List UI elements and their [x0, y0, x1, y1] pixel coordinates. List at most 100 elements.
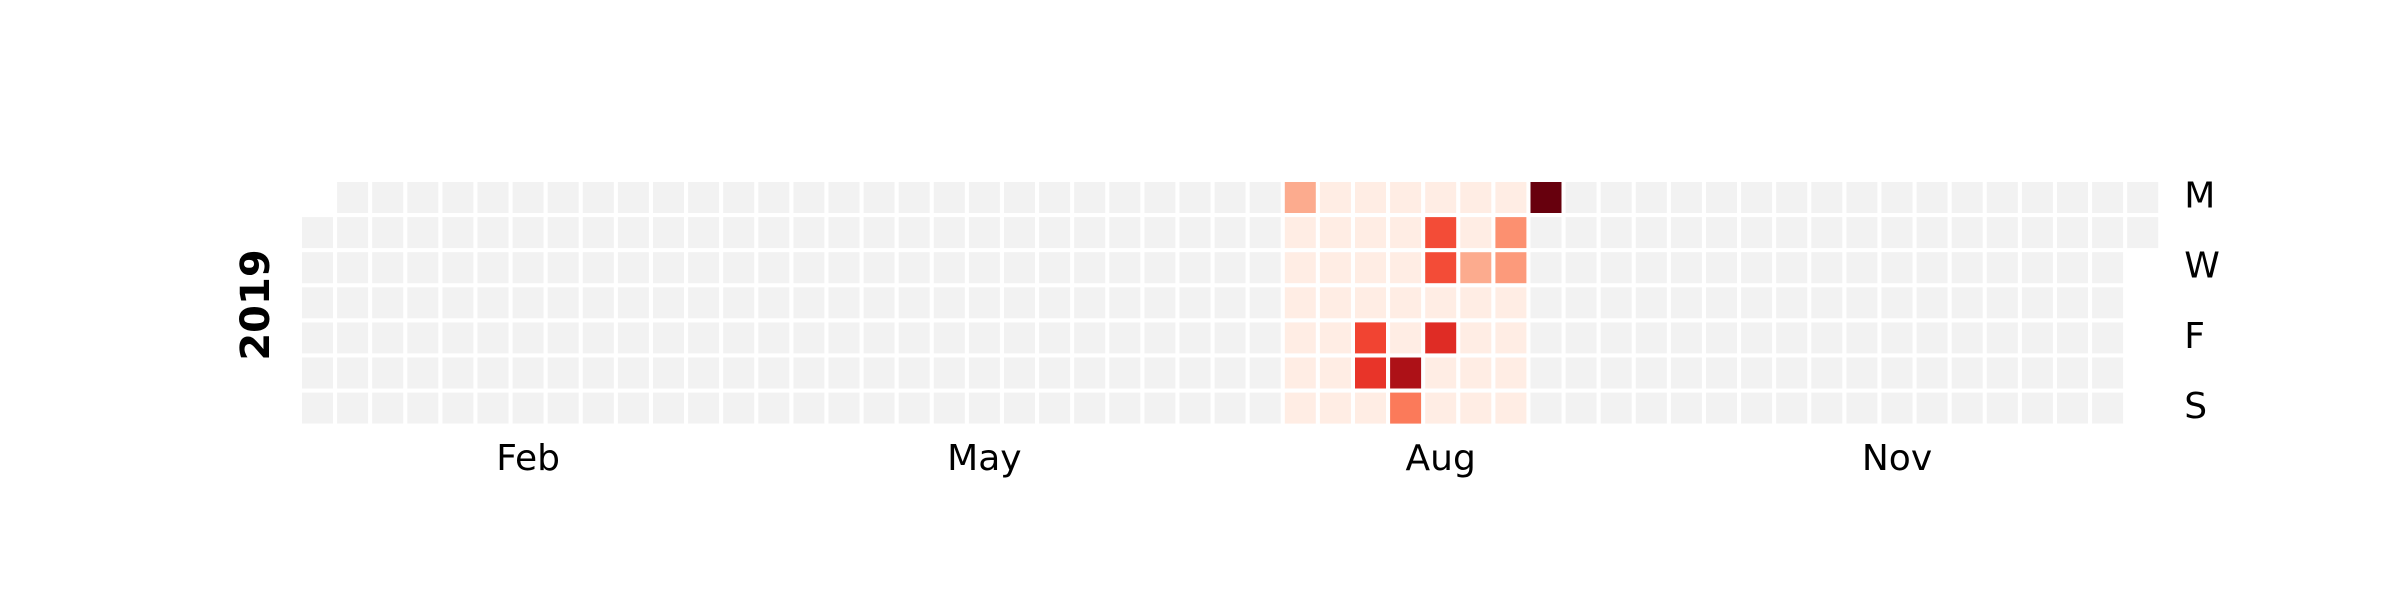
- heatmap-cell-2019-10-23: [1776, 252, 1808, 284]
- heatmap-cell-2019-08-19: [1460, 182, 1492, 213]
- heatmap-cell-2019-04-04: [758, 287, 790, 319]
- heatmap-cell-2019-04-22: [863, 182, 895, 213]
- heatmap-cell-2019-06-18: [1144, 217, 1176, 249]
- heatmap-cell-2019-03-09: [617, 357, 649, 389]
- heatmap-cell-2019-01-20: [372, 392, 404, 424]
- heatmap-cell-2019-10-17: [1741, 287, 1773, 319]
- heatmap-cell-2019-11-06: [1846, 252, 1878, 284]
- heatmap-cell-2019-06-25: [1179, 217, 1211, 249]
- heatmap-cell-2019-09-03: [1530, 217, 1562, 249]
- heatmap-cell-2019-06-14: [1109, 322, 1141, 354]
- heatmap-cell-2019-02-11: [512, 182, 544, 213]
- heatmap-cell-2019-12-09: [2021, 182, 2053, 213]
- heatmap-cell-2019-11-01: [1811, 322, 1843, 354]
- heatmap-cell-2019-02-06: [477, 252, 509, 284]
- heatmap-cell-2019-09-01: [1495, 392, 1527, 424]
- heatmap-cell-2019-01-05: [302, 357, 333, 389]
- heatmap-cell-2019-12-24: [2092, 217, 2124, 249]
- heatmap-cell-2019-12-10: [2021, 217, 2053, 249]
- heatmap-cell-2019-10-05: [1670, 357, 1702, 389]
- heatmap-cell-2019-08-12: [1425, 182, 1457, 213]
- heatmap-cell-2019-02-08: [477, 322, 509, 354]
- heatmap-cell-2019-02-12: [512, 217, 544, 249]
- heatmap-cell-2019-12-20: [2057, 322, 2088, 354]
- heatmap-cell-2019-12-28: [2092, 357, 2124, 389]
- heatmap-cell-2019-01-26: [407, 357, 439, 389]
- heatmap-cell-2019-05-07: [933, 217, 965, 249]
- heatmap-cell-2019-07-09: [1249, 217, 1281, 249]
- heatmap-cell-2019-03-31: [723, 392, 755, 424]
- heatmap-cell-2019-10-16: [1741, 252, 1773, 284]
- heatmap-cell-2019-07-11: [1249, 287, 1281, 319]
- heatmap-cell-2019-04-11: [793, 287, 825, 319]
- heatmap-cell-2019-04-09: [793, 217, 825, 249]
- weekday-label-s: S: [2184, 386, 2207, 427]
- heatmap-cell-2019-11-26: [1951, 217, 1983, 249]
- heatmap-cell-2019-01-02: [302, 252, 333, 284]
- heatmap-cell-2019-03-16: [653, 357, 684, 389]
- heatmap-cell-2019-02-13: [512, 252, 544, 284]
- heatmap-cell-2019-11-05: [1846, 217, 1878, 249]
- heatmap-cell-2019-10-11: [1706, 322, 1737, 354]
- heatmap-cell-2019-08-27: [1495, 217, 1527, 249]
- heatmap-cell-2019-03-21: [688, 287, 720, 319]
- heatmap-cell-2019-03-11: [653, 182, 684, 213]
- heatmap-cell-2019-04-29: [898, 182, 930, 213]
- heatmap-cell-2019-08-22: [1460, 287, 1492, 319]
- heatmap-cell-2019-05-22: [1004, 252, 1035, 284]
- heatmap-cell-2019-12-22: [2057, 392, 2088, 424]
- heatmap-cell-2019-09-07: [1530, 357, 1562, 389]
- heatmap-cell-2019-08-02: [1355, 322, 1386, 354]
- heatmap-cell-2019-02-21: [547, 287, 579, 319]
- heatmap-cell-2019-12-08: [1986, 392, 2018, 424]
- heatmap-cell-2019-04-21: [828, 392, 860, 424]
- heatmap-cell-2019-01-15: [372, 217, 404, 249]
- heatmap-cell-2019-11-08: [1846, 322, 1878, 354]
- heatmap-cell-2019-09-05: [1530, 287, 1562, 319]
- heatmap-cell-2019-03-14: [653, 287, 684, 319]
- heatmap-cell-2019-01-23: [407, 252, 439, 284]
- heatmap-cell-2019-07-23: [1319, 217, 1351, 249]
- heatmap-cell-2019-03-24: [688, 392, 720, 424]
- month-tick-labels: Feb May Aug Nov: [496, 438, 1932, 479]
- heatmap-cell-2019-05-13: [968, 182, 1000, 213]
- heatmap-cell-2019-09-27: [1635, 322, 1667, 354]
- heatmap-cell-2019-09-09: [1565, 182, 1597, 213]
- heatmap-cell-2019-06-29: [1179, 357, 1211, 389]
- heatmap-cell-2019-01-21: [407, 182, 439, 213]
- heatmap-cell-2019-12-30: [2127, 182, 2159, 213]
- heatmap-cell-2019-11-10: [1846, 392, 1878, 424]
- heatmap-cell-2019-05-01: [898, 252, 930, 284]
- heatmap-cell-2019-06-15: [1109, 357, 1141, 389]
- heatmap-cell-2019-08-21: [1460, 252, 1492, 284]
- heatmap-cell-2019-10-15: [1741, 217, 1773, 249]
- heatmap-cell-2019-01-18: [372, 322, 404, 354]
- heatmap-cell-2019-05-28: [1039, 217, 1071, 249]
- heatmap-cell-2019-02-15: [512, 322, 544, 354]
- heatmap-cell-2019-07-24: [1319, 252, 1351, 284]
- heatmap-cell-2019-10-02: [1670, 252, 1702, 284]
- heatmap-cell-2019-02-23: [547, 357, 579, 389]
- heatmap-cell-2019-10-26: [1776, 357, 1808, 389]
- heatmap-cell-2019-03-03: [582, 392, 614, 424]
- heatmap-cell-2019-09-28: [1635, 357, 1667, 389]
- heatmap-cell-2019-05-11: [933, 357, 965, 389]
- heatmap-cell-2019-03-02: [582, 357, 614, 389]
- heatmap-cell-2019-01-09: [337, 252, 369, 284]
- heatmap-cell-2019-04-25: [863, 287, 895, 319]
- heatmap-cell-2019-08-20: [1460, 217, 1492, 249]
- heatmap-cell-2019-05-05: [898, 392, 930, 424]
- heatmap-cell-2019-03-18: [688, 182, 720, 213]
- heatmap-cell-2019-02-20: [547, 252, 579, 284]
- heatmap-cell-2019-05-17: [968, 322, 1000, 354]
- heatmap-cell-2019-08-03: [1355, 357, 1386, 389]
- heatmap-cell-2019-08-11: [1390, 392, 1422, 424]
- heatmap-cell-2019-10-12: [1706, 357, 1737, 389]
- heatmap-cell-2019-05-02: [898, 287, 930, 319]
- heatmap-cell-2019-12-04: [1986, 252, 2018, 284]
- heatmap-cell-2019-06-19: [1144, 252, 1176, 284]
- heatmap-cell-2019-01-04: [302, 322, 333, 354]
- heatmap-cell-2019-07-14: [1249, 392, 1281, 424]
- heatmap-cell-2019-04-05: [758, 322, 790, 354]
